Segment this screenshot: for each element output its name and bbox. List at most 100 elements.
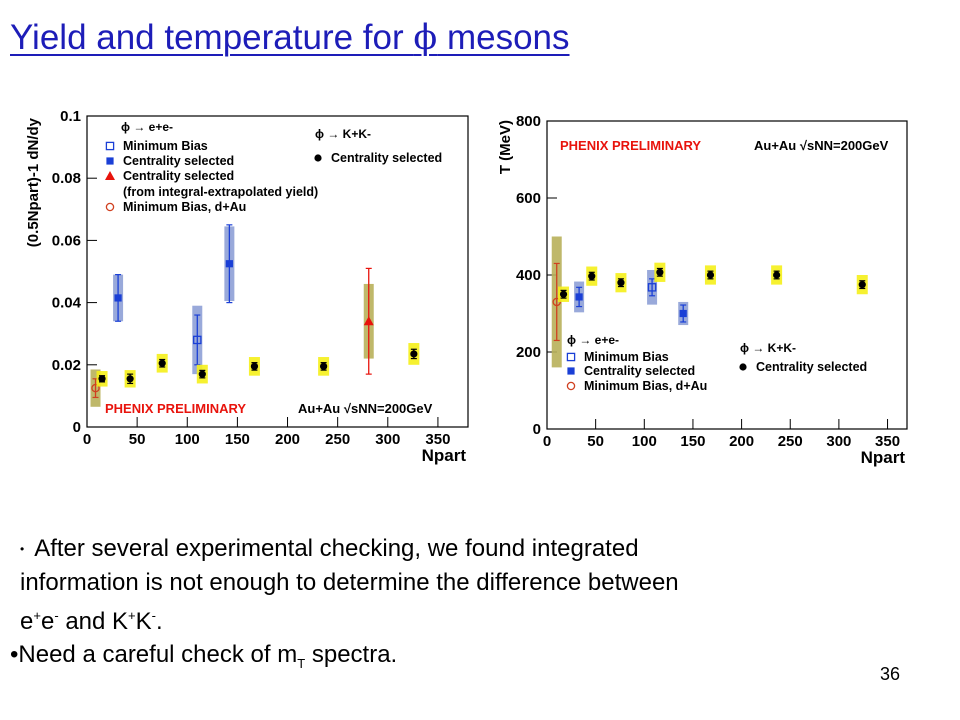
page-number: 36 bbox=[880, 664, 901, 684]
legend-ee-header: ϕ → e+e- bbox=[121, 120, 173, 134]
x-tick-label: 50 bbox=[129, 431, 146, 448]
data-point bbox=[320, 362, 328, 370]
y-axis-label: T (MeV) bbox=[497, 120, 514, 174]
x-tick-label: 0 bbox=[83, 431, 91, 448]
x-tick-label: 100 bbox=[632, 433, 657, 450]
systematic-error-box bbox=[586, 266, 598, 286]
y-tick-label: 0.02 bbox=[52, 357, 81, 374]
data-point bbox=[193, 335, 202, 345]
data-point bbox=[706, 271, 715, 279]
systematic-error-box bbox=[192, 305, 203, 375]
y-tick-label: 0.08 bbox=[52, 170, 81, 187]
collision-system-label: Au+Au √sNN=200GeV bbox=[754, 138, 889, 153]
legend-marker bbox=[739, 363, 747, 371]
x-tick-label: 100 bbox=[175, 431, 200, 448]
data-point bbox=[773, 271, 781, 279]
plot-frame bbox=[86, 115, 469, 428]
title-text: Yield and temperature for bbox=[10, 18, 414, 57]
systematic-error-box bbox=[248, 357, 260, 376]
systematic-error-box bbox=[704, 265, 716, 285]
legend-label: Minimum Bias, d+Au bbox=[584, 379, 707, 393]
x-tick-label: 350 bbox=[875, 433, 900, 450]
ee-sup-minus: - bbox=[54, 608, 59, 624]
legend-kk-header: ϕ → K+K- bbox=[315, 127, 371, 141]
y-tick-label: 800 bbox=[516, 113, 541, 130]
ee-e2: e bbox=[40, 608, 55, 636]
period: . bbox=[156, 608, 163, 636]
y-tick-label: 0 bbox=[533, 421, 541, 438]
bullet-1-line2: information is not enough to determine t… bbox=[20, 569, 679, 597]
data-point bbox=[559, 290, 568, 298]
x-tick-label: 150 bbox=[225, 431, 250, 448]
legend-marker bbox=[106, 157, 114, 165]
x-tick-label: 0 bbox=[543, 433, 551, 450]
and-k: and K bbox=[58, 608, 129, 636]
data-point bbox=[225, 260, 233, 268]
systematic-error-box bbox=[647, 269, 658, 305]
collision-system-label: Au+Au √sNN=200GeV bbox=[298, 401, 433, 416]
data-point bbox=[250, 362, 259, 370]
legend-marker bbox=[105, 171, 115, 180]
legend-label: (from integral-extrapolated yield) bbox=[123, 185, 318, 199]
legend-label: Centrality selected bbox=[756, 360, 867, 374]
data-point bbox=[158, 359, 166, 367]
data-point bbox=[410, 350, 418, 358]
bullet-list: • After several experimental checking, we… bbox=[10, 532, 910, 680]
x-tick-label: 250 bbox=[778, 433, 803, 450]
bullet-1-line1: After several experimental checking, we … bbox=[34, 535, 639, 562]
data-point bbox=[617, 279, 625, 287]
legend-marker bbox=[314, 154, 322, 162]
legend-label: Centrality selected bbox=[331, 151, 442, 165]
x-tick-label: 250 bbox=[325, 431, 350, 448]
data-point bbox=[363, 316, 374, 326]
data-point bbox=[679, 309, 687, 318]
legend-label: Centrality selected bbox=[123, 154, 234, 168]
x-tick-label: 50 bbox=[587, 433, 604, 450]
x-tick-label: 300 bbox=[826, 433, 851, 450]
y-tick-label: 0.1 bbox=[60, 108, 81, 125]
k2: K bbox=[135, 608, 152, 636]
legend-kk-header: ϕ → K+K- bbox=[740, 341, 796, 355]
data-point bbox=[647, 283, 657, 292]
systematic-error-box bbox=[654, 262, 666, 282]
x-tick-label: 300 bbox=[375, 431, 400, 448]
legend-marker bbox=[567, 367, 575, 375]
systematic-error-box bbox=[856, 275, 868, 295]
data-point bbox=[114, 294, 122, 302]
plot-frame bbox=[546, 120, 908, 430]
data-point bbox=[575, 293, 583, 301]
y-tick-label: 600 bbox=[516, 190, 541, 207]
bullet-1: • After several experimental checking, we… bbox=[20, 535, 639, 562]
bullet-1-cont: information is not enough to determine t… bbox=[10, 566, 910, 599]
systematic-error-box bbox=[156, 353, 168, 373]
title-text-end: mesons bbox=[437, 18, 570, 57]
data-point bbox=[858, 281, 866, 289]
bullet-2: •Need a careful check of mT spectra. bbox=[10, 641, 398, 671]
x-tick-label: 200 bbox=[729, 433, 754, 450]
y-tick-label: 0.06 bbox=[52, 232, 81, 249]
systematic-error-box bbox=[113, 274, 124, 322]
legend-marker bbox=[105, 202, 115, 212]
data-point bbox=[126, 375, 134, 383]
legend-label: Minimum Bias, d+Au bbox=[123, 200, 246, 214]
x-axis-label: Npart bbox=[861, 448, 906, 467]
bullet-2-text: Need a careful check of m bbox=[18, 641, 298, 669]
x-tick-label: 350 bbox=[425, 431, 450, 448]
systematic-error-box bbox=[363, 283, 374, 359]
x-tick-label: 150 bbox=[680, 433, 705, 450]
y-tick-label: 400 bbox=[516, 267, 541, 284]
data-point bbox=[588, 272, 596, 280]
y-tick-label: 200 bbox=[516, 344, 541, 361]
title-phi-symbol: ϕ bbox=[413, 18, 438, 58]
systematic-error-box bbox=[771, 265, 783, 285]
systematic-error-box bbox=[196, 364, 208, 384]
systematic-error-box bbox=[558, 286, 570, 302]
legend-label: Minimum Bias bbox=[123, 139, 208, 153]
legend-marker bbox=[105, 141, 115, 151]
systematic-error-box bbox=[551, 236, 562, 368]
systematic-error-box bbox=[318, 357, 330, 376]
legend-ee-header: ϕ → e+e- bbox=[567, 333, 619, 347]
x-tick-label: 200 bbox=[275, 431, 300, 448]
ee-sup-plus: + bbox=[33, 608, 41, 624]
ee-e: e bbox=[20, 608, 34, 636]
